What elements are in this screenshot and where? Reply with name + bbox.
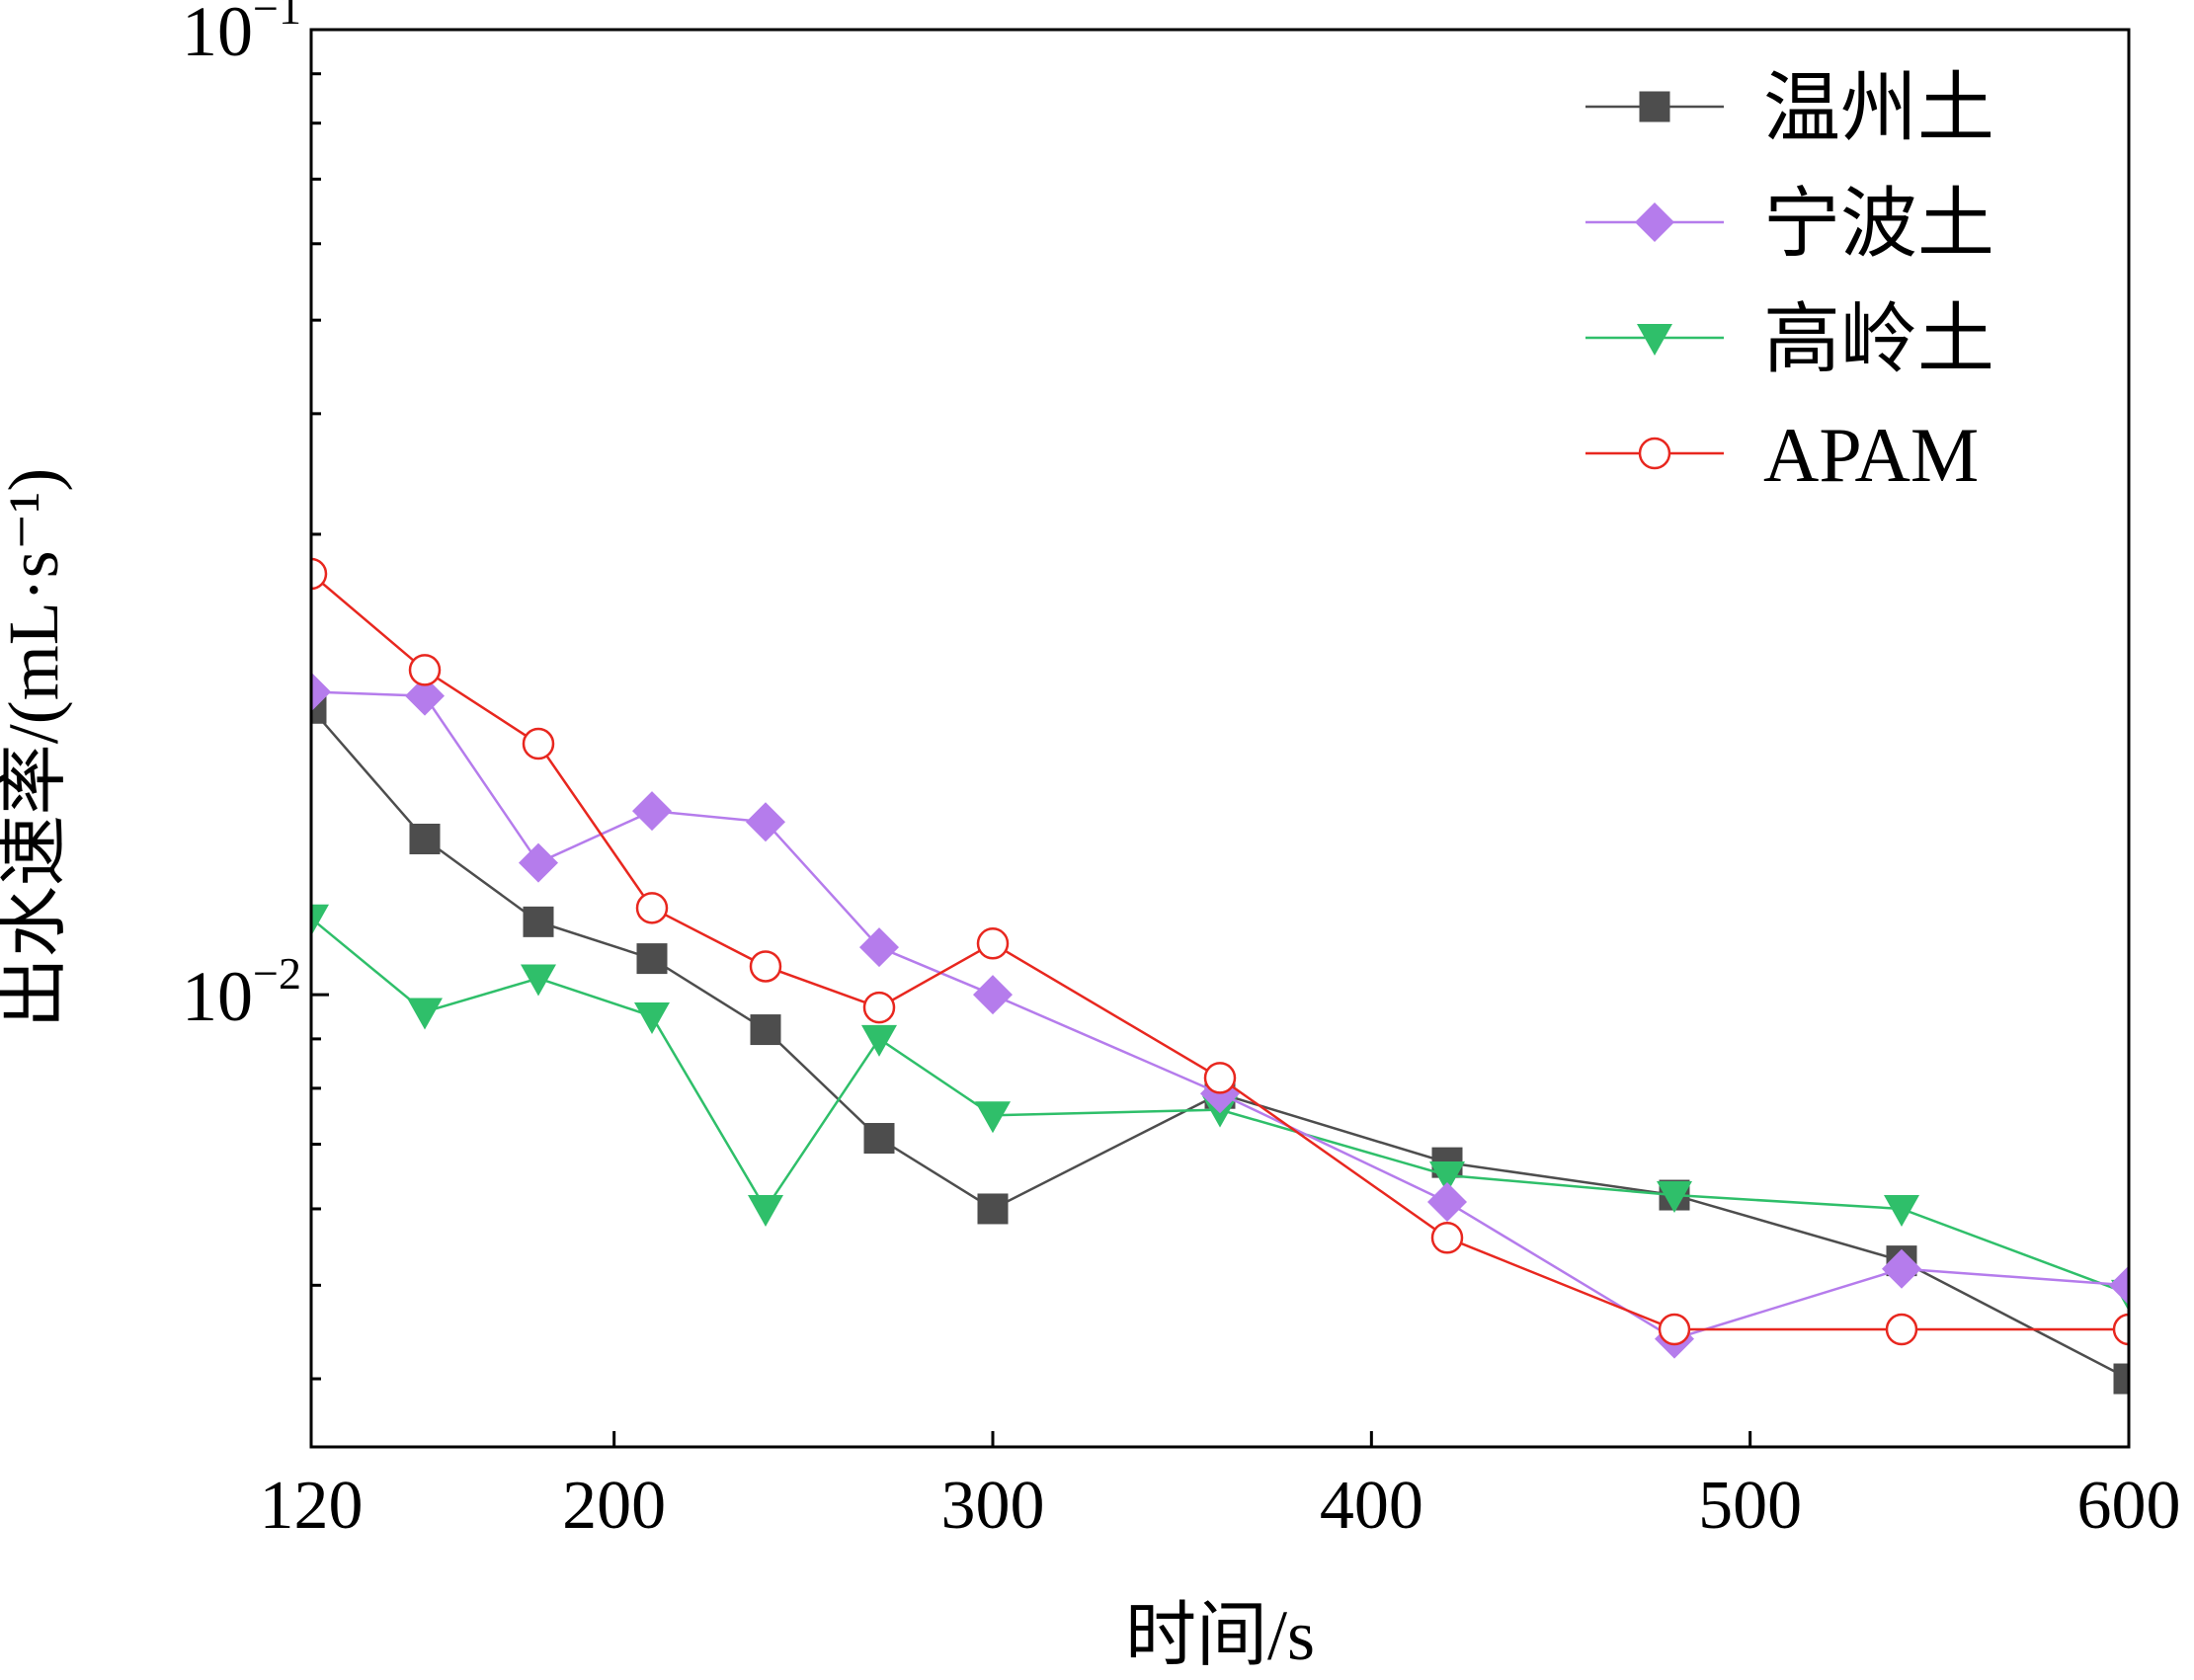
legend-entry: 温州土 [1585,65,1994,151]
data-point [1657,1181,1692,1214]
data-point [519,842,558,883]
data-point [746,802,785,842]
legend-label: 温州土 [1763,65,1994,151]
series-4 [311,557,2129,1346]
data-point [1658,1313,1691,1346]
x-tick-label: 120 [260,1468,364,1544]
data-point [2113,1363,2129,1395]
x-tick-labels: 120 200 300 400 500 600 [260,1468,2181,1544]
data-point [636,943,668,975]
data-point [1203,1062,1237,1094]
data-point [522,727,555,760]
data-point [408,654,442,686]
legend-marker [1637,324,1672,356]
data-point [1427,1181,1467,1222]
data-point [521,964,556,997]
legend-marker [1639,91,1670,122]
data-point [405,676,445,716]
data-point [977,1193,1009,1225]
data-point [2112,1313,2129,1346]
legend-marker [1635,202,1674,242]
data-point [1884,1194,1919,1227]
y-tick-label: 10−1 [182,0,301,71]
data-point [311,557,328,591]
series-line [311,573,2129,1331]
y-axis-label: 出水速率/(mL·s⁻¹) [0,468,73,1029]
legend-entry: APAM [1585,412,1979,498]
data-point [634,1001,670,1034]
data-point [1885,1313,1918,1346]
x-tick-label: 300 [941,1468,1045,1544]
data-point [311,672,331,712]
legend-marker [1638,437,1671,470]
data-point [859,927,899,968]
data-point [1430,1221,1464,1254]
y-tick-labels: 10−1 10−2 [182,0,301,1036]
data-point [409,823,441,854]
data-point [862,991,896,1024]
x-tick-label: 500 [1698,1468,1802,1544]
legend-label: APAM [1763,412,1979,498]
data-point [863,1123,895,1155]
legend-entry: 高岭土 [1585,296,1994,382]
series-3 [311,904,2129,1312]
data-point [861,1024,897,1057]
plot-frame [309,28,2131,1449]
data-point [973,975,1013,1015]
series-2 [311,672,2129,1359]
data-point [1882,1248,1921,1289]
series-layer [311,557,2129,1395]
data-point [748,1194,783,1227]
x-tick-label: 400 [1320,1468,1423,1544]
data-point [407,998,443,1030]
series-line [311,917,2129,1296]
data-point [750,1014,781,1046]
series-line [311,707,2129,1381]
y-tick-label: 10−2 [182,948,301,1036]
legend-entry: 宁波土 [1585,181,1994,267]
data-point [975,1101,1011,1134]
data-point [1429,1160,1465,1193]
data-point [635,892,669,924]
legend-label: 高岭土 [1763,296,1994,382]
data-point [976,927,1010,960]
x-tick-label: 600 [2077,1468,2181,1544]
data-point [2109,1265,2129,1306]
data-point [523,906,554,937]
data-point [749,950,782,983]
x-axis-label: 时间/s [1125,1596,1315,1675]
series-1 [311,692,2129,1395]
data-point [311,904,329,936]
data-point [632,791,672,832]
legend-label: 宁波土 [1763,181,1994,267]
series-line [311,690,2129,1340]
x-tick-label: 200 [562,1468,666,1544]
